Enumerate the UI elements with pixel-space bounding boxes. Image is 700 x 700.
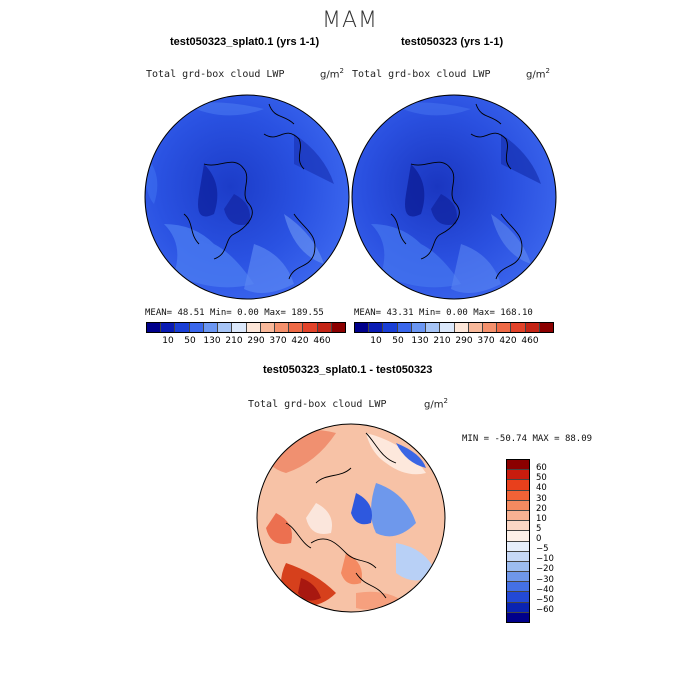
colorbar-swatch (507, 572, 529, 583)
colorbar-tick-label: 370 (477, 336, 495, 346)
diff-panel-title: test050323_splat0.1 - test050323 (263, 364, 433, 376)
colorbar-swatch (147, 323, 162, 332)
colorbar-swatch (507, 510, 529, 522)
colorbar-tick-label: −40 (536, 584, 554, 595)
colorbar-swatch (411, 323, 427, 332)
colorbar-swatch (218, 323, 233, 332)
colorbar-swatch (507, 490, 529, 501)
colorbar-swatch (331, 323, 346, 332)
colorbar-swatch (175, 323, 190, 332)
colorbar-tick-label: 370 (269, 336, 287, 346)
colorbar-tick-label: 210 (225, 336, 243, 346)
diff-polar-map (256, 423, 446, 613)
colorbar-swatch (383, 323, 398, 332)
colorbar-tick-label: 130 (203, 336, 221, 346)
colorbar-swatch (189, 323, 204, 332)
colorbar-tick-label: 50 (392, 336, 404, 346)
colorbar-swatch (317, 323, 332, 332)
colorbar-swatch (289, 323, 304, 332)
colorbar-swatch (539, 323, 554, 332)
colorbar-tick-label: −10 (536, 554, 554, 565)
figure-title: MAM (321, 8, 378, 33)
colorbar-tick-label: 210 (433, 336, 451, 346)
colorbar-tick-label: 10 (536, 513, 547, 524)
colorbar-tick-label: −30 (536, 574, 554, 585)
colorbar-tick-label: −20 (536, 564, 554, 575)
panel1-title: test050323_splat0.1 (yrs 1-1) (170, 36, 320, 48)
colorbar-swatch (507, 612, 529, 622)
colorbar-tick-label: 60 (536, 463, 547, 474)
colorbar-tick-label: 40 (536, 483, 547, 494)
colorbar-tick-label: 290 (247, 336, 265, 346)
colorbar-tick-label: 130 (411, 336, 429, 346)
colorbar-swatch (507, 470, 529, 481)
colorbar-swatch (507, 541, 529, 552)
colorbar-swatch (511, 323, 526, 332)
colorbar-tick-label: 420 (499, 336, 517, 346)
panel2-stats: MEAN= 43.31 Min= 0.00 Max= 168.10 (354, 308, 533, 318)
colorbar-swatch (507, 521, 529, 532)
panel1-variable-label: Total grd-box cloud LWP (146, 69, 285, 80)
colorbar-tick-label: 460 (313, 336, 331, 346)
colorbar-swatch (507, 551, 529, 562)
panel1-colorbar (146, 322, 346, 333)
panel1-colorbar-ticks: 10 50 130 210 290 370 420 460 (146, 336, 344, 348)
colorbar-swatch (497, 323, 512, 332)
colorbar-tick-label: −50 (536, 594, 554, 605)
colorbar-swatch (507, 592, 529, 603)
panel2-variable-label: Total grd-box cloud LWP (352, 69, 491, 80)
colorbar-swatch (369, 323, 384, 332)
colorbar-tick-label: −5 (536, 544, 549, 555)
colorbar-tick-label: −60 (536, 604, 554, 615)
colorbar-swatch (468, 323, 483, 332)
colorbar-swatch (260, 323, 275, 332)
colorbar-swatch (426, 323, 441, 332)
colorbar-swatch (355, 323, 370, 332)
panel2-units-label: g/m2 (526, 67, 550, 81)
colorbar-swatch (203, 323, 219, 332)
colorbar-swatch (507, 531, 529, 542)
colorbar-swatch (507, 480, 529, 491)
panel1-stats: MEAN= 48.51 Min= 0.00 Max= 189.55 (145, 308, 324, 318)
colorbar-tick-label: 50 (184, 336, 196, 346)
diff-units-label: g/m2 (424, 397, 448, 411)
colorbar-tick-label: 290 (455, 336, 473, 346)
panel2-polar-map (351, 94, 557, 300)
colorbar-swatch (507, 602, 529, 613)
colorbar-swatch (274, 323, 290, 332)
colorbar-swatch (246, 323, 261, 332)
diff-variable-label: Total grd-box cloud LWP (248, 399, 387, 410)
colorbar-tick-label: 420 (291, 336, 309, 346)
colorbar-tick-label: 30 (536, 493, 547, 504)
colorbar-swatch (440, 323, 455, 332)
colorbar-swatch (525, 323, 540, 332)
colorbar-tick-label: 50 (536, 473, 547, 484)
colorbar-tick-label: 10 (370, 336, 382, 346)
colorbar-swatch (397, 323, 412, 332)
colorbar-swatch (482, 323, 498, 332)
colorbar-tick-label: 0 (536, 534, 542, 544)
colorbar-swatch (161, 323, 176, 332)
colorbar-swatch (507, 582, 529, 593)
colorbar-swatch (232, 323, 247, 332)
colorbar-tick-label: 20 (536, 503, 547, 514)
diff-colorbar-ticks: 60 50 40 30 20 10 5 0 −5 −10 −20 −30 −40 −50 −60 (536, 459, 576, 621)
panel1-polar-map (144, 94, 350, 300)
colorbar-swatch (507, 460, 529, 471)
panel2-colorbar (354, 322, 554, 333)
colorbar-tick-label: 460 (521, 336, 539, 346)
colorbar-swatch (303, 323, 318, 332)
colorbar-tick-label: 10 (162, 336, 174, 346)
colorbar-swatch (454, 323, 469, 332)
panel2-colorbar-ticks: 10 50 130 210 290 370 420 460 (354, 336, 552, 348)
panel2-title: test050323 (yrs 1-1) (401, 36, 504, 48)
colorbar-swatch (507, 561, 529, 573)
colorbar-swatch (507, 500, 529, 511)
diff-stats: MIN = -50.74 MAX = 88.09 (462, 434, 593, 444)
panel1-units-label: g/m2 (320, 67, 344, 81)
colorbar-tick-label: 5 (536, 523, 542, 534)
diff-colorbar (506, 459, 530, 623)
